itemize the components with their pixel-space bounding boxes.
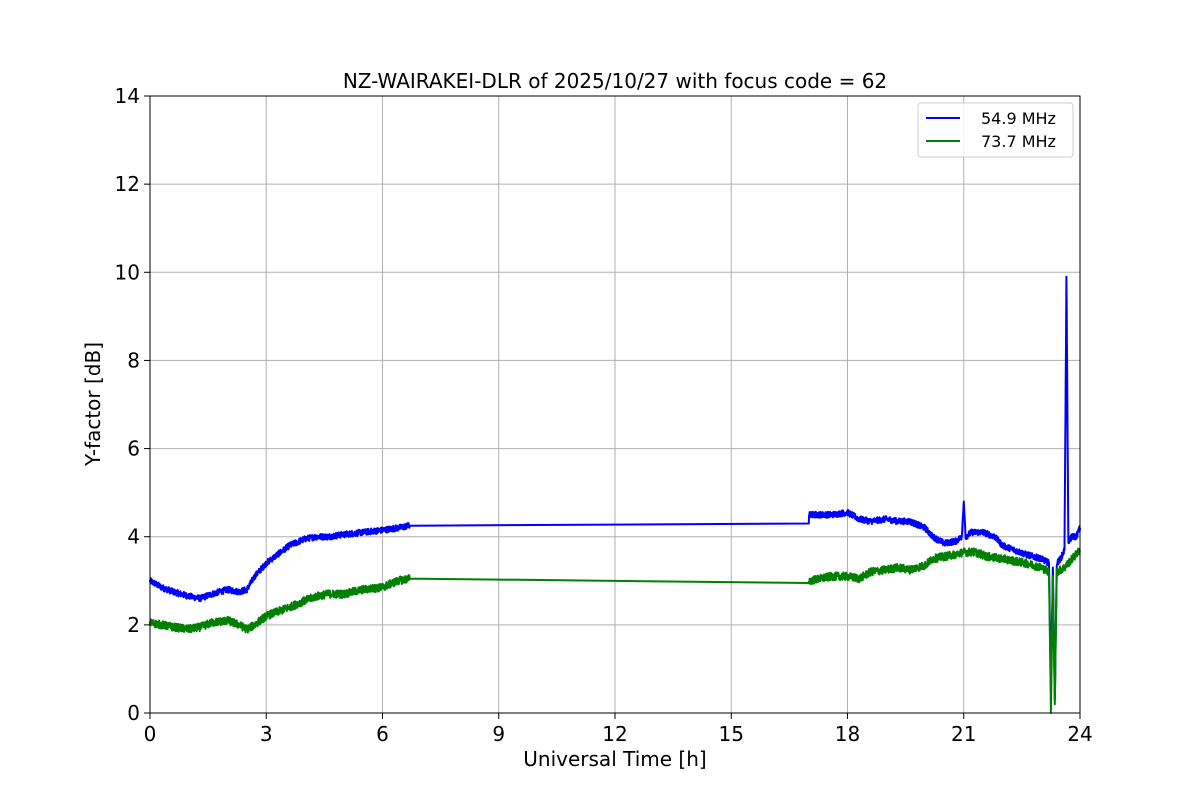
x-tick-label: 12 [602,722,627,746]
chart-title: NZ-WAIRAKEI-DLR of 2025/10/27 with focus… [343,69,887,93]
x-axis: 0 3 6 9 12 15 18 21 24 [144,713,1093,746]
x-tick-label: 18 [835,722,860,746]
y-tick-label: 12 [115,172,140,196]
y-tick-label: 8 [127,348,140,372]
x-tick-label: 9 [492,722,505,746]
series-line-1 [149,275,1081,701]
legend-label: 54.9 MHz [981,109,1056,128]
series-line-2 [149,547,1081,714]
legend: 54.9 MHz 73.7 MHz [917,102,1074,158]
y-tick-label: 10 [115,260,140,284]
legend-label: 73.7 MHz [981,132,1056,151]
y-axis: 0 2 4 6 8 10 12 14 [115,84,150,725]
x-tick-label: 6 [376,722,389,746]
y-axis-label: Y-factor [dB] [81,342,105,467]
x-tick-label: 15 [719,722,744,746]
y-tick-label: 6 [127,437,140,461]
series-layer [149,275,1081,714]
x-tick-label: 3 [260,722,273,746]
x-tick-label: 24 [1067,722,1092,746]
x-axis-label: Universal Time [h] [523,747,706,771]
x-tick-label: 0 [144,722,157,746]
x-tick-label: 21 [951,722,976,746]
y-tick-label: 0 [127,701,140,725]
y-tick-label: 4 [127,525,140,549]
y-tick-label: 2 [127,613,140,637]
y-tick-label: 14 [115,84,140,108]
legend-box [917,102,1074,158]
